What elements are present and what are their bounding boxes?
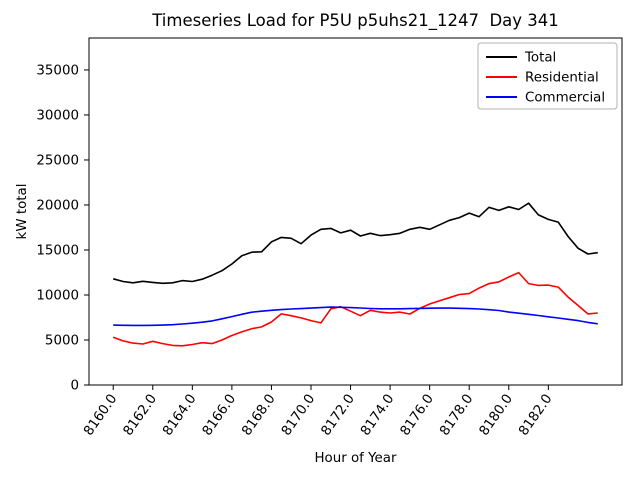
legend-label-total: Total bbox=[524, 51, 556, 66]
x-tick-label: 8162.0 bbox=[121, 392, 160, 439]
x-tick-label: 8168.0 bbox=[240, 392, 279, 439]
y-tick-label: 20000 bbox=[36, 199, 79, 214]
legend-label-residential: Residential bbox=[525, 71, 599, 86]
series-line-residential bbox=[112, 271, 598, 347]
x-tick-label: 8176.0 bbox=[398, 392, 437, 439]
x-tick-label: 8170.0 bbox=[279, 392, 318, 439]
chart-title: Timeseries Load for P5U p5uhs21_1247 Day… bbox=[151, 11, 559, 31]
legend-label-commercial: Commercial bbox=[525, 91, 605, 106]
x-tick-label: 8182.0 bbox=[516, 392, 555, 439]
plot-border bbox=[88, 37, 623, 386]
legend bbox=[477, 42, 618, 110]
x-tick-label: 8164.0 bbox=[160, 392, 199, 439]
y-tick-label: 5000 bbox=[45, 334, 79, 349]
x-tick-label: 8160.0 bbox=[81, 392, 120, 439]
y-tick-label: 10000 bbox=[36, 289, 79, 304]
y-tick-label: 30000 bbox=[36, 109, 79, 124]
x-tick-label: 8174.0 bbox=[358, 392, 397, 439]
x-tick-label: 8172.0 bbox=[319, 392, 358, 439]
y-tick-label: 0 bbox=[70, 379, 79, 394]
x-tick-label: 8178.0 bbox=[437, 392, 476, 439]
x-tick-label: 8180.0 bbox=[477, 392, 516, 439]
x-axis-label: Hour of Year bbox=[314, 451, 397, 466]
y-axis-label: kW total bbox=[15, 184, 30, 240]
y-tick-label: 35000 bbox=[36, 64, 79, 79]
y-tick-label: 15000 bbox=[36, 244, 79, 259]
x-tick-label: 8166.0 bbox=[200, 392, 239, 439]
series-line-commercial bbox=[113, 306, 598, 327]
y-tick-label: 25000 bbox=[36, 154, 79, 169]
series-line-total bbox=[112, 202, 598, 285]
